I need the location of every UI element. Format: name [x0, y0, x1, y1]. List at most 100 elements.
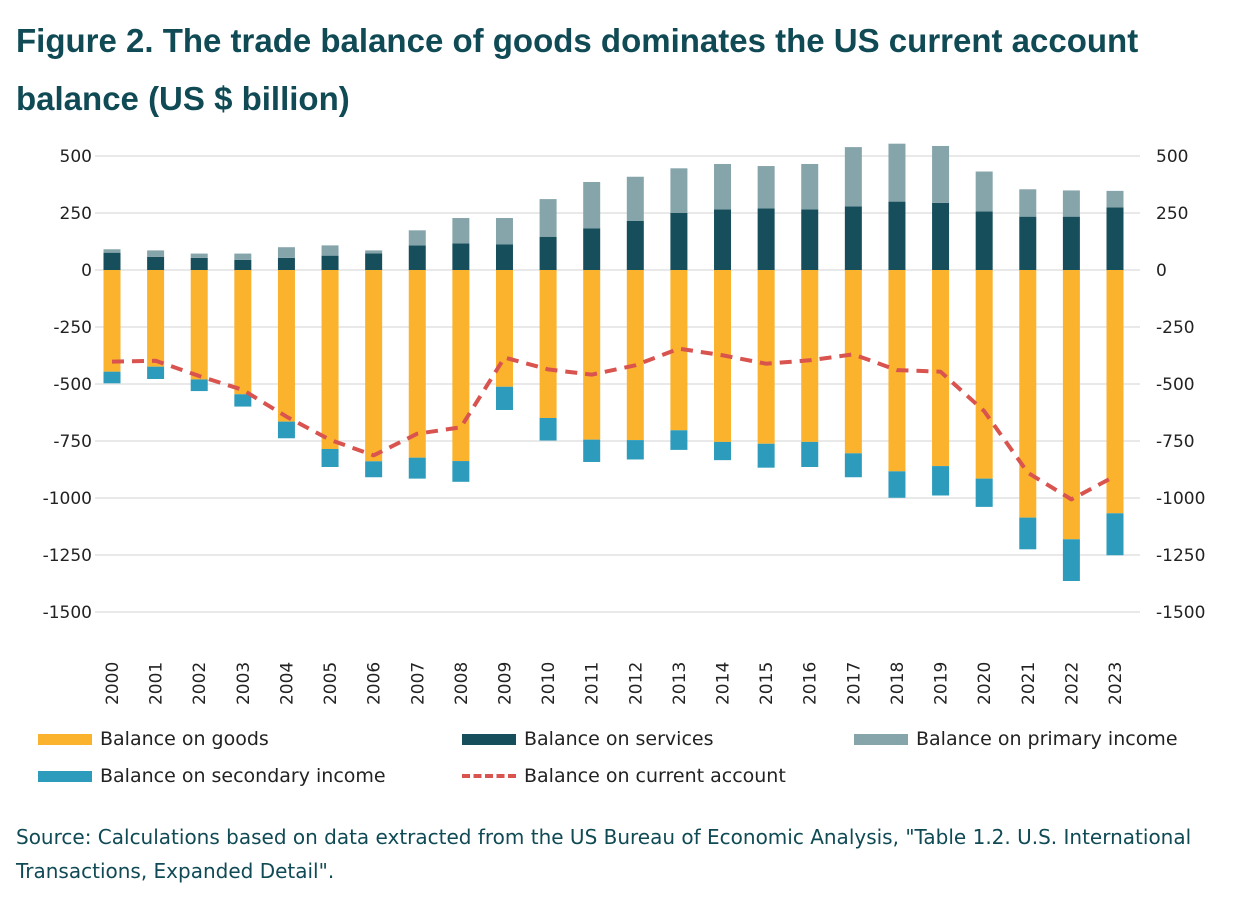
bar-goods-2008: [452, 270, 470, 462]
bar-services-2021: [1019, 216, 1037, 270]
bar-secondary-2016: [801, 441, 819, 467]
bar-primary-2002: [190, 253, 208, 258]
bar-services-2008: [452, 243, 470, 270]
bar-primary-2015: [757, 166, 775, 209]
bar-goods-2012: [626, 270, 644, 441]
bar-services-2003: [234, 259, 252, 270]
bar-secondary-2023: [1106, 513, 1124, 556]
bar-secondary-2004: [277, 421, 295, 439]
legend-current: Balance on current account: [462, 765, 786, 787]
y-tick-label-left: -1250: [43, 546, 92, 566]
bar-services-2020: [975, 211, 993, 270]
bar-primary-2010: [539, 199, 557, 237]
legend-label: Balance on current account: [524, 765, 786, 787]
bar-secondary-2000: [103, 371, 121, 384]
x-tick-label: 2012: [626, 662, 646, 705]
x-tick-label: 2017: [844, 662, 864, 705]
bar-goods-2017: [844, 270, 862, 454]
legend-label: Balance on services: [524, 728, 714, 750]
bar-goods-2019: [932, 270, 950, 467]
y-tick-label-right: 0: [1156, 261, 1167, 281]
bar-secondary-2018: [888, 471, 906, 498]
bar-goods-2022: [1062, 270, 1080, 540]
bar-secondary-2011: [583, 439, 601, 462]
bar-secondary-2005: [321, 448, 339, 467]
bar-services-2013: [670, 212, 688, 270]
legend-swatch-secondary: [38, 770, 92, 782]
legend-goods: Balance on goods: [38, 728, 269, 750]
chart-title: Figure 2. The trade balance of goods dom…: [16, 22, 1139, 117]
y-tick-label-right: -250: [1156, 318, 1195, 338]
bar-primary-2005: [321, 245, 339, 256]
y-tick-label-right: -1250: [1156, 546, 1205, 566]
bar-services-2014: [714, 209, 732, 270]
legend-services: Balance on services: [462, 728, 713, 750]
bar-primary-2003: [234, 253, 252, 260]
bar-secondary-2015: [757, 443, 775, 468]
bar-services-2006: [365, 253, 383, 270]
bar-services-2011: [583, 228, 601, 270]
x-tick-label: 2009: [495, 662, 515, 705]
bar-goods-2007: [408, 270, 426, 458]
bar-goods-2015: [757, 270, 775, 444]
x-tick-label: 2008: [452, 662, 472, 705]
x-tick-label: 2023: [1106, 662, 1126, 705]
bar-goods-2011: [583, 270, 601, 440]
bar-primary-2011: [583, 181, 601, 229]
y-tick-label-left: -750: [53, 432, 92, 452]
x-tick-label: 2014: [714, 662, 734, 705]
bar-primary-2021: [1019, 189, 1037, 217]
bar-secondary-2017: [844, 453, 862, 478]
bar-primary-2009: [495, 218, 513, 245]
legend-swatch-goods: [38, 733, 92, 745]
bar-secondary-2019: [932, 466, 950, 496]
source-note: Source: Calculations based on data extra…: [16, 825, 1192, 883]
bar-goods-2013: [670, 270, 688, 431]
x-tick-label: 2011: [583, 662, 603, 705]
bar-primary-2017: [844, 147, 862, 207]
bar-primary-2022: [1062, 190, 1080, 217]
x-tick-label: 2021: [1019, 662, 1039, 705]
bar-secondary-2020: [975, 478, 993, 507]
bar-services-2007: [408, 245, 426, 270]
bar-services-2023: [1106, 207, 1124, 270]
bar-secondary-2008: [452, 461, 470, 482]
x-tick-label: 2013: [670, 662, 690, 705]
bar-services-2015: [757, 208, 775, 270]
bar-goods-2005: [321, 270, 339, 449]
bar-primary-2004: [277, 247, 295, 258]
x-tick-label: 2002: [190, 662, 210, 705]
bar-services-2002: [190, 257, 208, 270]
bar-secondary-2012: [626, 440, 644, 460]
legend-swatch-primary: [854, 733, 908, 745]
bar-primary-2000: [103, 249, 121, 253]
x-tick-label: 2019: [932, 662, 952, 705]
bar-primary-2012: [626, 176, 644, 221]
bar-services-2018: [888, 201, 906, 270]
bar-services-2017: [844, 206, 862, 270]
bar-primary-2008: [452, 218, 470, 244]
x-tick-label: 2007: [408, 662, 428, 705]
bar-goods-2021: [1019, 270, 1037, 518]
bar-secondary-2013: [670, 430, 688, 450]
bar-goods-2023: [1106, 270, 1124, 514]
legend-swatch-current: [462, 774, 516, 778]
x-tick-label: 2003: [234, 662, 254, 705]
bar-goods-2000: [103, 270, 121, 372]
legend-label: Balance on goods: [100, 728, 269, 750]
bar-primary-2023: [1106, 190, 1124, 208]
x-tick-label: 2020: [975, 662, 995, 705]
y-tick-label-right: -1500: [1156, 603, 1205, 623]
bar-goods-2016: [801, 270, 819, 442]
bar-secondary-2021: [1019, 517, 1037, 550]
line-current-account: [111, 346, 1116, 502]
bar-goods-2010: [539, 270, 557, 418]
y-tick-label-left: 250: [60, 204, 92, 224]
x-tick-label: 2005: [321, 662, 341, 705]
bar-primary-2019: [932, 145, 950, 203]
bar-primary-2020: [975, 171, 993, 212]
y-tick-label-left: 0: [81, 261, 92, 281]
bar-primary-2014: [714, 163, 732, 210]
bar-secondary-2022: [1062, 539, 1080, 581]
bar-goods-2006: [365, 270, 383, 462]
